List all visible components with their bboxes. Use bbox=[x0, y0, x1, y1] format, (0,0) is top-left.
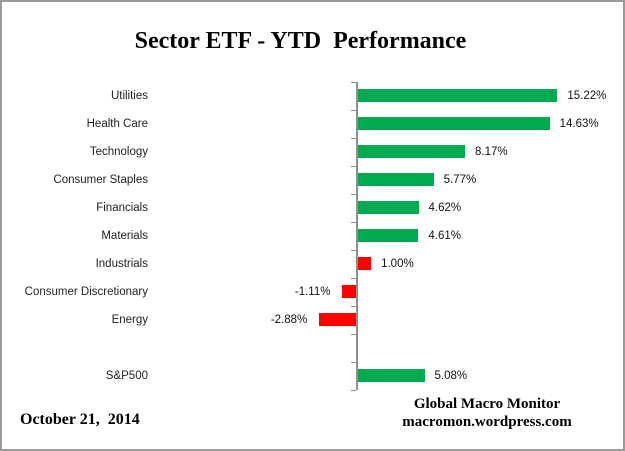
bar-utilities bbox=[358, 89, 558, 102]
axis-tick bbox=[351, 306, 356, 307]
brand-url: macromon.wordpress.com bbox=[402, 414, 572, 430]
date-label: October 21, 2014 bbox=[20, 411, 140, 428]
brand-name: Global Macro Monitor bbox=[413, 396, 561, 412]
value-label-materials: 4.61% bbox=[428, 230, 461, 242]
category-label-consumer-staples: Consumer Staples bbox=[53, 174, 148, 186]
value-label-energy: -2.88% bbox=[270, 314, 308, 326]
axis-tick bbox=[351, 278, 356, 279]
value-label-health-care: 14.63% bbox=[559, 118, 599, 130]
axis-tick bbox=[351, 138, 356, 139]
axis-tick bbox=[351, 222, 356, 223]
axis-tick bbox=[351, 110, 356, 111]
category-label-energy: Energy bbox=[111, 314, 148, 326]
category-label-industrials: Industrials bbox=[95, 258, 148, 270]
category-label-utilities: Utilities bbox=[110, 90, 148, 102]
bar-consumer-staples bbox=[358, 173, 434, 186]
axis-tick bbox=[351, 362, 356, 363]
axis-tick bbox=[351, 194, 356, 195]
value-label-technology: 8.17% bbox=[475, 146, 508, 158]
axis-tick bbox=[351, 166, 356, 167]
axis-tick bbox=[351, 250, 356, 251]
axis-tick bbox=[351, 82, 356, 83]
value-label-consumer-discretionary: -1.11% bbox=[294, 286, 331, 298]
category-label-technology: Technology bbox=[89, 146, 148, 158]
axis-tick bbox=[351, 390, 356, 391]
category-label-health-care: Health Care bbox=[86, 118, 148, 130]
bar-energy bbox=[319, 313, 357, 326]
bar-technology bbox=[358, 145, 466, 158]
category-label-financials: Financials bbox=[96, 202, 148, 214]
value-label-utilities: 15.22% bbox=[567, 90, 607, 102]
bar-s-p500 bbox=[358, 369, 425, 382]
bar-consumer-discretionary bbox=[342, 285, 357, 298]
value-label-consumer-staples: 5.77% bbox=[443, 174, 477, 186]
category-label-s-p500: S&P500 bbox=[105, 370, 148, 382]
bar-financials bbox=[358, 201, 419, 214]
value-label-s-p500: 5.08% bbox=[434, 370, 468, 382]
category-label-materials: Materials bbox=[101, 230, 148, 242]
axis-tick bbox=[351, 334, 356, 335]
bar-health-care bbox=[358, 117, 550, 130]
brand-block: Global Macro Monitor macromon.wordpress.… bbox=[375, 395, 599, 431]
bar-industrials bbox=[358, 257, 372, 270]
y-axis-baseline bbox=[356, 82, 358, 390]
bar-materials bbox=[358, 229, 419, 242]
value-label-financials: 4.62% bbox=[428, 202, 462, 214]
chart-title: Sector ETF - YTD Performance bbox=[134, 28, 467, 54]
category-label-consumer-discretionary: Consumer Discretionary bbox=[24, 286, 148, 298]
value-label-industrials: 1.00% bbox=[381, 258, 414, 270]
